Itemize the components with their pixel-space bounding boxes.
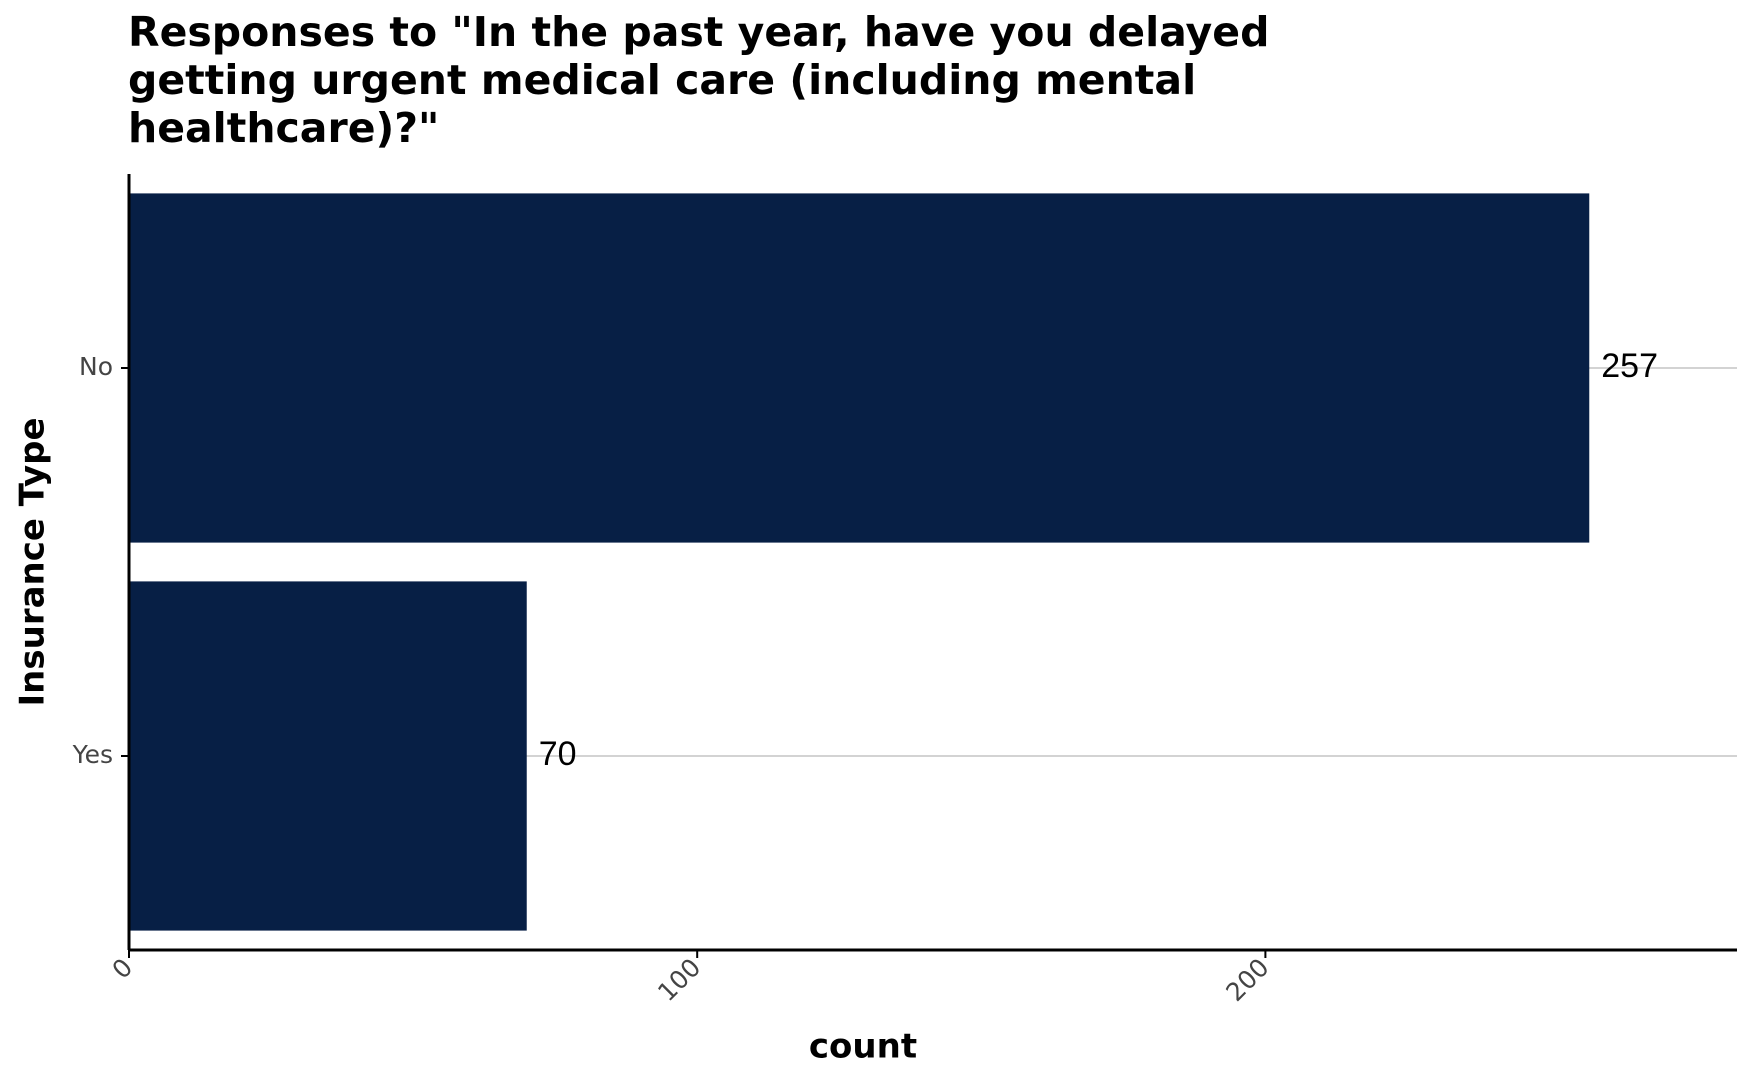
chart-title: Responses to "In the past year, have you… [128,8,1270,152]
x-tick-label: 100 [652,953,706,1007]
x-tick-label: 0 [106,953,138,985]
bar [129,193,1590,543]
value-label: 257 [1601,347,1658,385]
y-tick-label: No [79,352,113,381]
bar [129,581,527,931]
x-tick-label: 200 [1220,953,1274,1007]
value-label: 70 [539,735,577,773]
y-tick-label: Yes [72,740,113,769]
y-axis-title: Insurance Type [13,418,53,707]
x-axis-title: count [809,1027,917,1067]
